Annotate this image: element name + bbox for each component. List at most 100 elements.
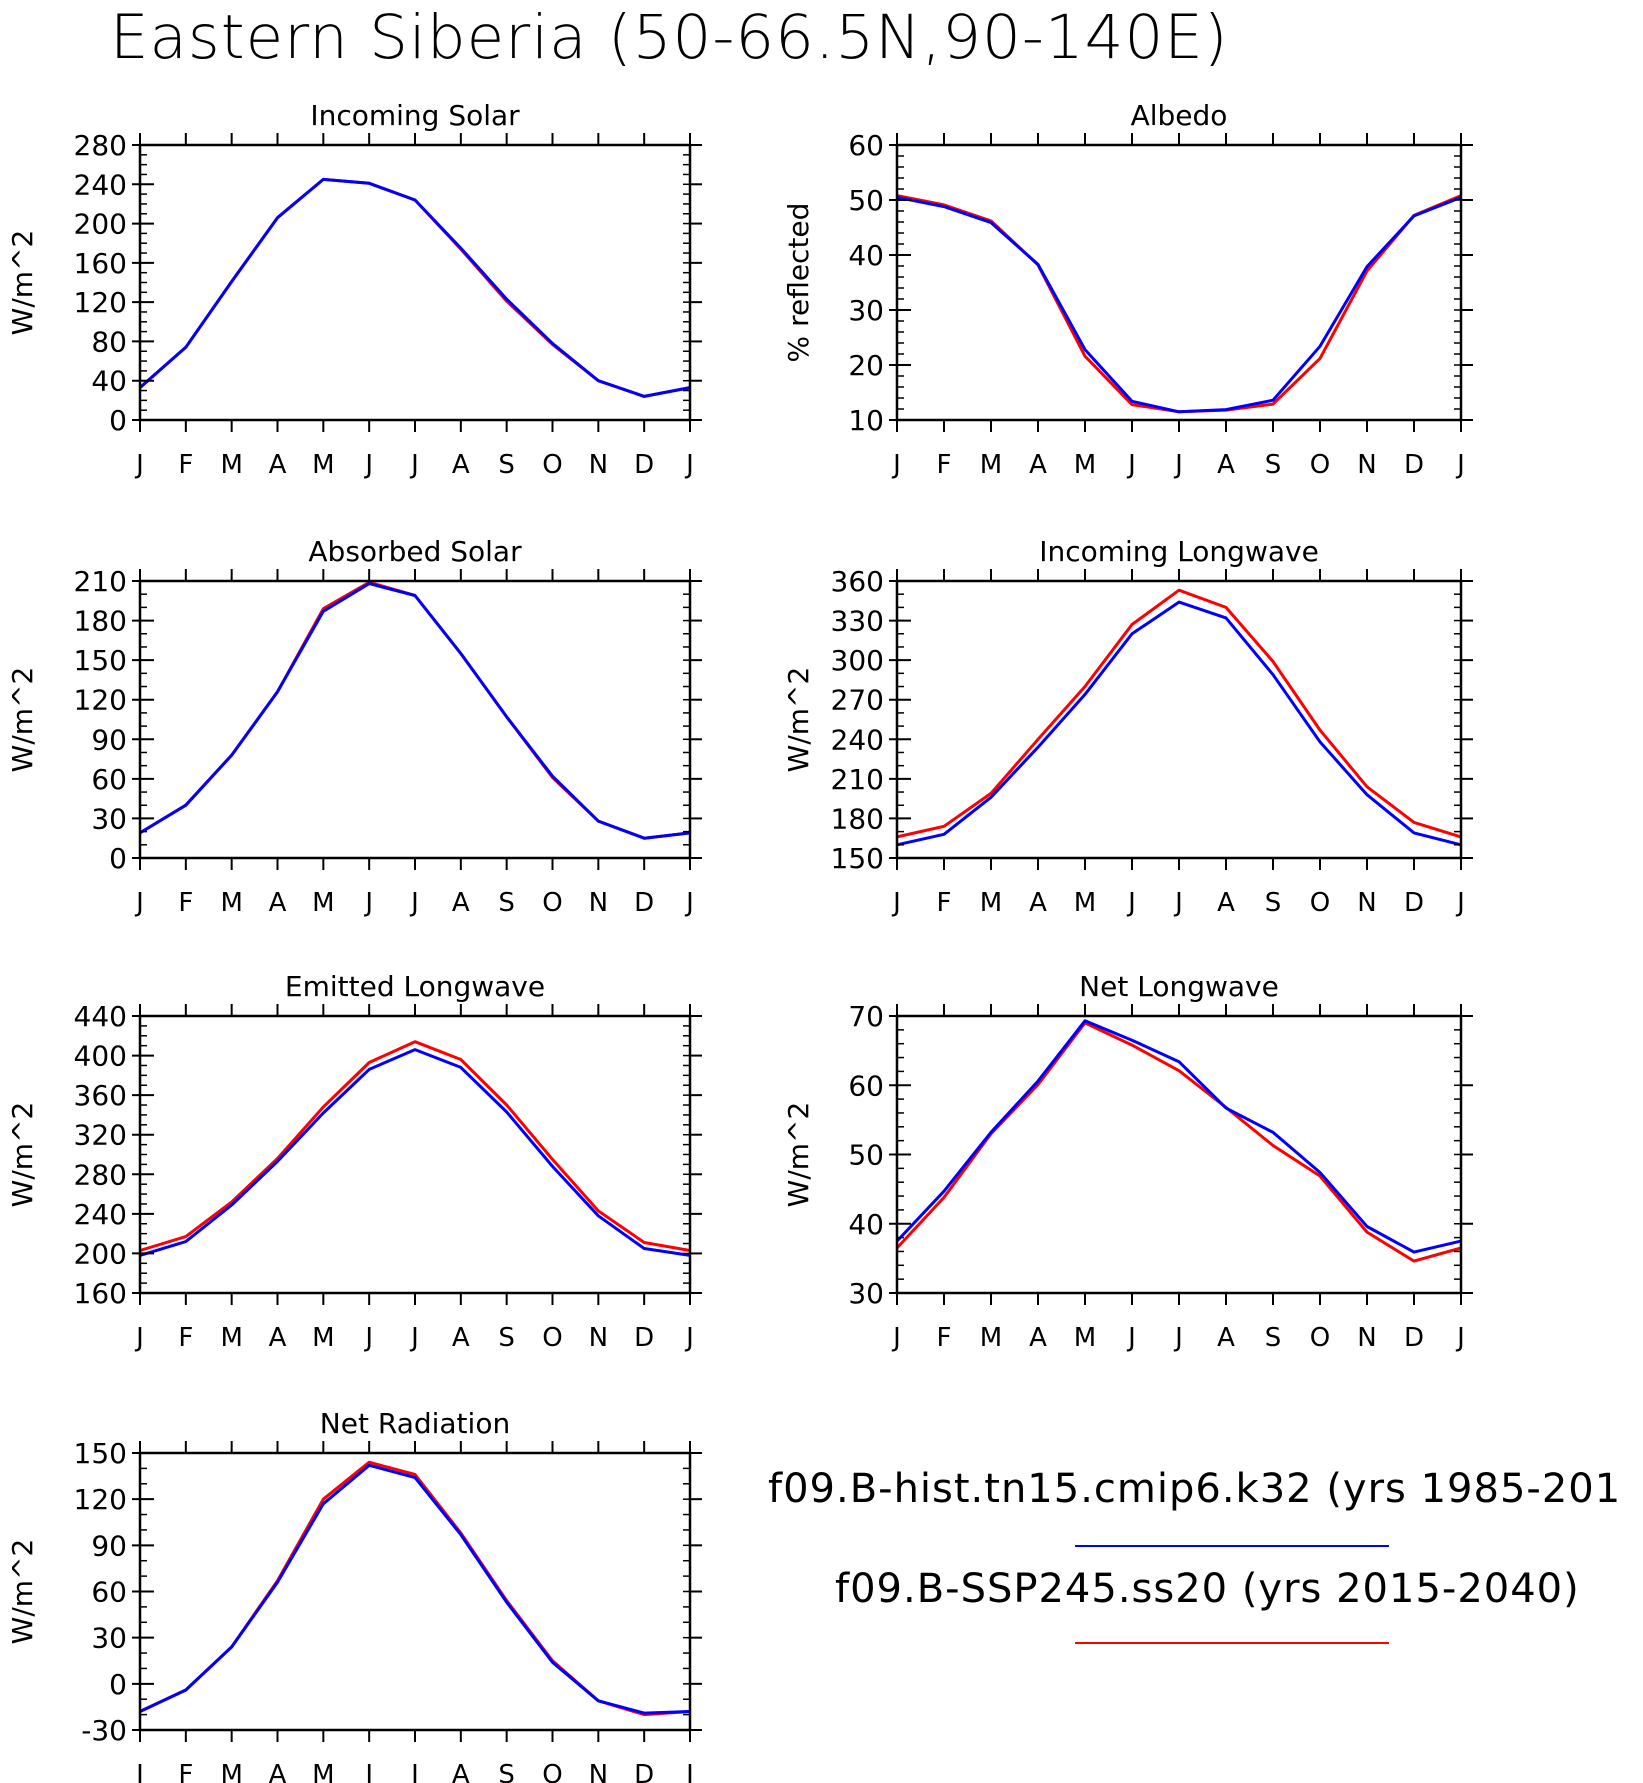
y-tick-label: 40 [848,239,884,272]
x-tick-label: M [312,888,334,918]
y-tick-label: 200 [74,1237,127,1270]
x-tick-label: S [498,1760,515,1783]
y-tick-label: 60 [848,129,884,162]
panel-absorbed-solar: J F M A M J J A S O N D J0306090120150180210Absorbed… [6,535,702,918]
y-tick-label: 0 [109,404,127,437]
x-tick-label: F [937,1323,952,1353]
plot-frame [138,1451,692,1732]
x-tick-label: M [980,1323,1002,1353]
x-tick-label: J [409,1760,419,1783]
series-line-ssp245 [896,194,1462,414]
page-title: Eastern Siberia (50-66.5N,90-140E) [110,2,1229,73]
x-tick-label: J [1455,450,1465,480]
y-tick-label: 120 [74,286,127,319]
x-tick-label: J [684,1323,694,1353]
y-tick-label: 30 [848,294,884,327]
y-tick-label: 60 [91,1576,127,1609]
panel-incoming-longwave: J F M A M J J A S O N D J150180210240270300330360Inc… [782,535,1473,918]
y-tick-label: 40 [848,1208,884,1241]
x-tick-label: J [134,450,144,480]
legend-label-ssp245: f09.B-SSP245.ss20 (yrs 2015-2040) [835,1566,1580,1612]
panel-title: Net Radiation [320,1407,510,1440]
x-tick-label: O [542,888,562,918]
panel-emitted-longwave: J F M A M J J A S O N D J160200240280320360400440Emi… [6,970,702,1353]
x-tick-label: J [891,1323,901,1353]
x-tick-label: J [1455,888,1465,918]
y-tick-label: 40 [91,365,127,398]
series-line-ssp245 [139,1460,691,1717]
x-tick-label: M [220,1760,242,1783]
x-tick-label: M [980,888,1002,918]
x-tick-label: D [634,450,654,480]
x-tick-label: A [269,1760,287,1783]
x-tick-label: A [452,1760,470,1783]
x-tick-label: A [452,1323,470,1353]
x-tick-label: F [178,888,193,918]
y-tick-label: 90 [91,1529,127,1562]
y-tick-label: 360 [74,1079,127,1112]
y-tick-label: 240 [74,1198,127,1231]
x-tick-label: F [937,888,952,918]
x-tick-label: D [634,888,654,918]
x-tick-label: S [1265,1323,1282,1353]
x-tick-label: A [269,888,287,918]
y-tick-label: 30 [91,802,127,835]
panel-title: Emitted Longwave [285,970,545,1003]
panel-title: Incoming Longwave [1039,535,1319,568]
series-line-ssp245 [139,580,691,840]
x-tick-label: M [220,1323,242,1353]
x-tick-label: J [409,1323,419,1353]
x-tick-label: A [269,450,287,480]
x-tick-label: O [1310,1323,1330,1353]
y-tick-label: 270 [831,684,884,717]
x-tick-label: J [684,888,694,918]
x-tick-label: A [452,450,470,480]
x-tick-label: N [1357,888,1376,918]
x-tick-label: S [1265,450,1282,480]
x-tick-label: J [891,888,901,918]
x-tick-label: J [1173,888,1183,918]
x-tick-label: O [542,450,562,480]
x-tick-label: O [1310,450,1330,480]
y-tick-label: 360 [831,565,884,598]
x-tick-label: M [1074,888,1096,918]
x-tick-label: F [178,1323,193,1353]
legend-line-ssp245 [1075,1642,1389,1644]
y-tick-label: 60 [848,1069,884,1102]
legend-label-hist: f09.B-hist.tn15.cmip6.k32 (yrs 1985-201 [768,1466,1622,1512]
y-tick-label: 200 [74,208,127,241]
panel-title: Net Longwave [1079,970,1279,1003]
y-tick-label: 150 [831,842,884,875]
plot-frame [895,579,1463,860]
y-tick-label: 20 [848,349,884,382]
plot-frame [895,143,1463,422]
y-axis-label: W/m^2 [782,667,815,773]
plot-frame [138,579,692,860]
y-tick-label: 120 [74,684,127,717]
x-tick-label: F [178,1760,193,1783]
y-tick-label: 30 [91,1622,127,1655]
y-axis-label: W/m^2 [6,1102,39,1208]
x-tick-label: A [1029,1323,1047,1353]
x-tick-label: A [1217,450,1235,480]
x-tick-label: N [1357,1323,1376,1353]
y-tick-label: 80 [91,325,127,358]
x-tick-label: J [891,450,901,480]
x-tick-label: J [363,1323,373,1353]
y-tick-label: 90 [91,723,127,756]
y-tick-label: 0 [109,842,127,875]
series-line-ssp245 [896,588,1462,839]
x-tick-label: J [1126,1323,1136,1353]
x-tick-label: A [269,1323,287,1353]
x-tick-label: A [1029,888,1047,918]
x-tick-label: J [1455,1323,1465,1353]
y-tick-label: 320 [74,1119,127,1152]
y-tick-label: 210 [74,565,127,598]
plot-frame [895,1014,1463,1295]
panel-incoming-solar: J F M A M J J A S O N D J04080120160200240280Incomin… [6,99,702,480]
x-tick-label: J [1173,450,1183,480]
y-tick-label: 280 [74,129,127,162]
series-line-ssp245 [139,177,691,398]
y-tick-label: 50 [848,1139,884,1172]
x-tick-label: J [1173,1323,1183,1353]
